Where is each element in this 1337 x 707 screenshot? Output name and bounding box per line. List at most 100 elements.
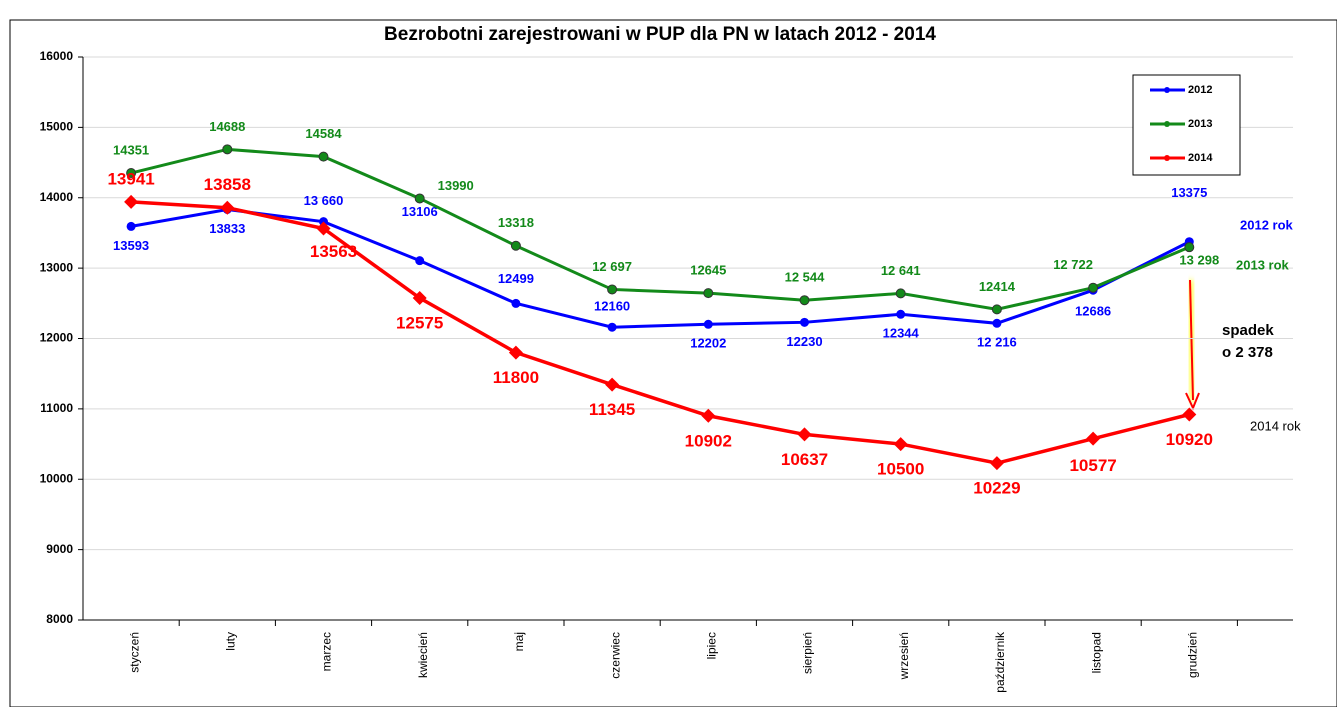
y-tick-label: 15000: [40, 120, 74, 134]
marker: [896, 309, 906, 319]
chart-frame: [9, 19, 1337, 707]
data-label: 14688: [209, 119, 245, 134]
data-label: 12575: [396, 314, 443, 333]
legend-label: 2014: [1188, 152, 1213, 164]
y-tick-label: 10000: [40, 471, 74, 485]
data-label: 12414: [979, 279, 1016, 294]
marker: [989, 456, 1004, 471]
data-label: 12230: [786, 334, 822, 349]
series-line: [130, 207, 1190, 329]
data-label: 13941: [107, 169, 154, 188]
annotation: 2013 rok: [1236, 257, 1290, 272]
x-tick-label: luty: [223, 632, 237, 651]
x-tick-label: kwiecień: [416, 632, 430, 678]
marker: [1182, 407, 1197, 422]
x-tick-label: marzec: [320, 632, 334, 671]
x-tick-label: wrzesień: [897, 632, 911, 680]
marker: [412, 291, 427, 306]
data-label: 12160: [594, 299, 630, 314]
y-tick-label: 14000: [40, 190, 74, 204]
data-label: 10920: [1166, 430, 1213, 449]
marker: [1088, 282, 1099, 293]
data-label: 11800: [493, 368, 539, 387]
data-label: 13563: [310, 242, 357, 261]
x-tick-label: grudzień: [1185, 632, 1199, 678]
marker: [414, 193, 425, 204]
x-tick-label: lipiec: [704, 632, 718, 659]
x-tick-label: maj: [512, 632, 526, 651]
data-label: 14351: [113, 142, 149, 157]
marker: [511, 298, 521, 308]
marker: [508, 345, 523, 360]
data-label: 12344: [883, 326, 920, 341]
data-label: 12686: [1075, 304, 1111, 319]
data-label: 10902: [685, 431, 732, 450]
x-tick-label: sierpień: [801, 632, 815, 674]
y-tick-label: 8000: [46, 612, 73, 626]
data-label: 12 544: [785, 270, 826, 285]
data-label: 13 298: [1179, 253, 1219, 268]
legend-label: 2012: [1188, 84, 1212, 96]
data-label: 12 722: [1053, 257, 1093, 272]
legend-label: 2013: [1188, 118, 1212, 130]
data-label: 12202: [690, 336, 726, 351]
data-label: 10577: [1069, 456, 1116, 475]
data-label: 10637: [781, 450, 828, 469]
marker: [126, 168, 137, 179]
marker: [799, 295, 810, 306]
annotation: 2014 rok: [1250, 418, 1301, 433]
y-tick-label: 11000: [40, 401, 73, 415]
marker: [222, 144, 233, 155]
arrow: [1189, 279, 1194, 401]
marker: [895, 288, 906, 299]
marker: [992, 318, 1002, 328]
x-tick-label: styczeń: [127, 632, 141, 673]
marker: [607, 322, 617, 332]
data-label: 12645: [690, 263, 726, 278]
chart-title: Bezrobotni zarejestrowani w PUP dla PN w…: [384, 24, 936, 45]
y-tick-label: 13000: [40, 260, 74, 274]
marker: [220, 200, 235, 215]
data-label: 14584: [305, 126, 342, 141]
data-label: 13106: [402, 204, 438, 219]
data-label: 12 641: [881, 263, 921, 278]
legend-marker: [1164, 121, 1170, 127]
marker: [703, 288, 714, 299]
marker: [703, 319, 713, 329]
marker: [316, 221, 331, 236]
legend-marker: [1164, 87, 1170, 93]
x-tick-label: czerwiec: [608, 632, 622, 679]
data-label: 10229: [973, 479, 1020, 498]
x-tick-label: październik: [993, 631, 1007, 693]
data-label: 13833: [209, 221, 245, 236]
data-label: 13375: [1171, 185, 1207, 200]
annotation: 2012 rok: [1240, 217, 1294, 232]
data-label: 12499: [498, 271, 534, 286]
annotation: o 2 378: [1222, 344, 1273, 361]
marker: [124, 194, 139, 209]
series-line: [130, 200, 1190, 465]
marker: [1184, 242, 1195, 253]
data-label: 12 697: [592, 259, 632, 274]
data-label: 13593: [113, 238, 149, 253]
data-label: 13990: [438, 178, 474, 193]
marker: [991, 304, 1002, 315]
marker: [607, 284, 618, 295]
legend-marker: [1164, 155, 1170, 161]
x-tick-label: listopad: [1089, 632, 1103, 673]
marker: [318, 151, 329, 162]
marker: [1086, 431, 1101, 446]
marker: [605, 377, 620, 392]
marker: [797, 427, 812, 442]
data-label: 13858: [204, 175, 251, 194]
y-tick-label: 9000: [46, 542, 73, 556]
arrow-head: [1185, 392, 1200, 411]
data-label: 13318: [498, 215, 534, 230]
marker: [893, 437, 908, 452]
marker: [126, 221, 136, 231]
data-label: 12 216: [977, 335, 1017, 350]
annotation: spadek: [1222, 322, 1274, 339]
legend-box: [1132, 74, 1241, 176]
data-label: 10500: [877, 460, 924, 479]
marker: [510, 240, 521, 251]
